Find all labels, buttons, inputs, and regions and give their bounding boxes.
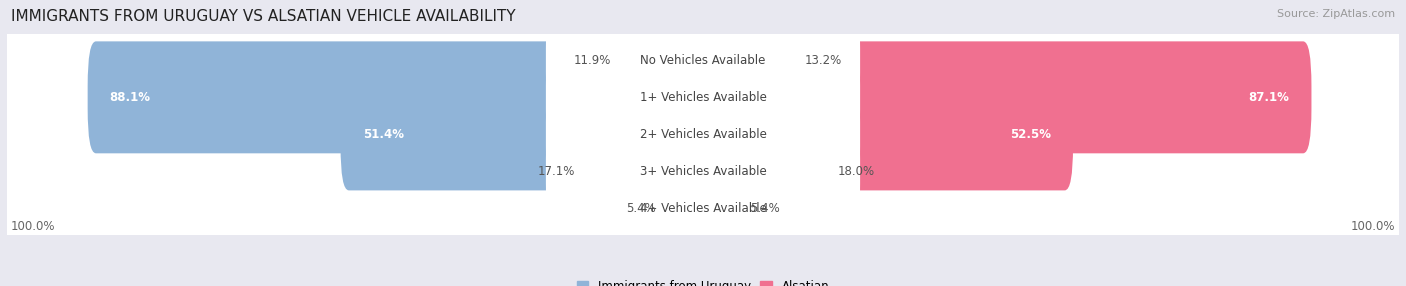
- FancyBboxPatch shape: [1, 125, 1405, 218]
- FancyBboxPatch shape: [1, 51, 1405, 144]
- Text: 5.4%: 5.4%: [751, 202, 780, 215]
- FancyBboxPatch shape: [1, 13, 1405, 107]
- FancyBboxPatch shape: [613, 4, 711, 116]
- Text: 4+ Vehicles Available: 4+ Vehicles Available: [640, 202, 766, 215]
- Text: 13.2%: 13.2%: [804, 54, 842, 67]
- Text: IMMIGRANTS FROM URUGUAY VS ALSATIAN VEHICLE AVAILABILITY: IMMIGRANTS FROM URUGUAY VS ALSATIAN VEHI…: [11, 9, 516, 23]
- Text: 18.0%: 18.0%: [838, 165, 875, 178]
- Text: 52.5%: 52.5%: [1010, 128, 1052, 141]
- FancyBboxPatch shape: [546, 55, 860, 139]
- FancyBboxPatch shape: [546, 93, 860, 176]
- Legend: Immigrants from Uruguay, Alsatian: Immigrants from Uruguay, Alsatian: [576, 280, 830, 286]
- FancyBboxPatch shape: [1, 88, 1405, 181]
- FancyBboxPatch shape: [576, 116, 711, 227]
- FancyBboxPatch shape: [340, 78, 711, 190]
- Text: 51.4%: 51.4%: [363, 128, 404, 141]
- Text: 3+ Vehicles Available: 3+ Vehicles Available: [640, 165, 766, 178]
- Text: 17.1%: 17.1%: [537, 165, 575, 178]
- FancyBboxPatch shape: [546, 167, 860, 251]
- Text: 88.1%: 88.1%: [110, 91, 150, 104]
- Text: 11.9%: 11.9%: [574, 54, 610, 67]
- FancyBboxPatch shape: [695, 41, 1312, 153]
- FancyBboxPatch shape: [695, 116, 835, 227]
- FancyBboxPatch shape: [695, 4, 803, 116]
- Text: 1+ Vehicles Available: 1+ Vehicles Available: [640, 91, 766, 104]
- Text: 5.4%: 5.4%: [626, 202, 655, 215]
- FancyBboxPatch shape: [695, 153, 748, 265]
- Text: 87.1%: 87.1%: [1249, 91, 1289, 104]
- FancyBboxPatch shape: [546, 18, 860, 102]
- FancyBboxPatch shape: [546, 130, 860, 213]
- Text: Source: ZipAtlas.com: Source: ZipAtlas.com: [1277, 9, 1395, 19]
- FancyBboxPatch shape: [658, 153, 711, 265]
- Text: No Vehicles Available: No Vehicles Available: [640, 54, 766, 67]
- FancyBboxPatch shape: [1, 162, 1405, 255]
- FancyBboxPatch shape: [87, 41, 711, 153]
- Text: 2+ Vehicles Available: 2+ Vehicles Available: [640, 128, 766, 141]
- FancyBboxPatch shape: [695, 78, 1073, 190]
- Text: 100.0%: 100.0%: [10, 220, 55, 233]
- Text: 100.0%: 100.0%: [1351, 220, 1396, 233]
